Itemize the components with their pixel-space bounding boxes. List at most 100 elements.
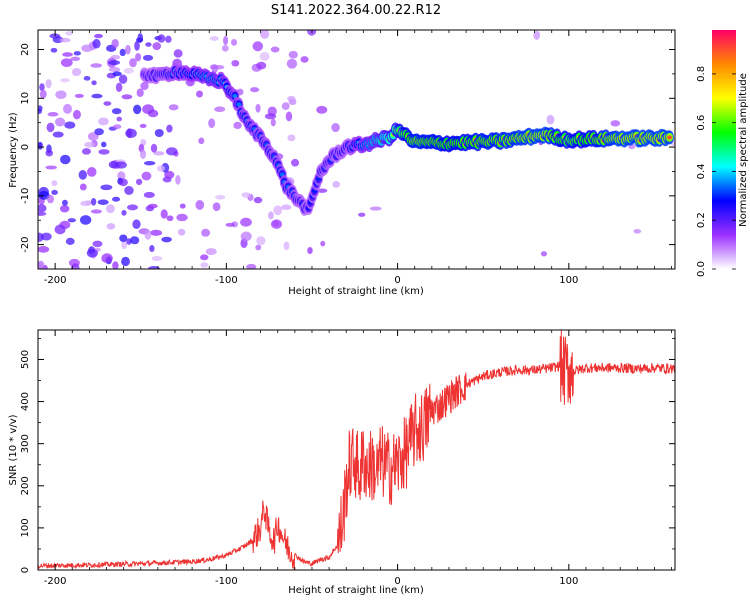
spectrogram-cell (83, 75, 91, 81)
spectrogram-cell (39, 89, 47, 99)
spectrogram-cell (140, 81, 149, 91)
spectrogram-y-ticks: -20 -10 0 10 20 (20, 43, 675, 270)
spectrogram-cell (100, 141, 107, 148)
spectrogram-cell (139, 149, 147, 160)
spectrogram-cell (38, 211, 47, 216)
spectrogram-cell (300, 56, 309, 63)
spectrogram-cell (136, 88, 144, 98)
spectrogram-cell (151, 256, 163, 261)
spectrogram-cell (119, 234, 128, 242)
snr-x-tick-label: 100 (559, 576, 578, 587)
spectrogram-cell (38, 204, 47, 213)
spectrogram-cell (143, 191, 155, 199)
colorbar-tick-label: 0.8 (696, 66, 707, 82)
spectrogram-cell (38, 141, 43, 150)
spectrogram-cell (286, 58, 298, 69)
spectrogram-cell (143, 160, 156, 166)
spectrogram-cell (253, 196, 263, 204)
spectrogram-cell (200, 262, 209, 268)
spectrogram-cell (166, 215, 174, 222)
spectrogram-cell (73, 109, 81, 120)
spectrogram-cell (307, 246, 313, 255)
spectrogram-cell (62, 52, 73, 57)
spectrogram-cell (108, 60, 121, 66)
spectrogram-cell (165, 147, 178, 156)
spectrogram-cell (121, 239, 128, 250)
spectrogram-cell (358, 212, 366, 217)
spectrogram-cell (177, 228, 186, 236)
spectrogram-cell (91, 93, 103, 99)
spectrogram-y-tick-label: 20 (20, 43, 31, 56)
colorbar-tick-label: 0.0 (696, 261, 707, 277)
spectrogram-cell (231, 59, 240, 67)
spectrogram-cell (134, 40, 140, 51)
spectrogram-cell (291, 158, 300, 167)
spectrogram-cell (533, 30, 541, 40)
spectrogram-cell (141, 171, 152, 181)
spectrogram-cell (92, 38, 101, 49)
spectrogram-cell (281, 102, 290, 111)
spectrogram-cell (270, 46, 280, 53)
spectrogram-y-label: Frequency (Hz) (8, 112, 19, 188)
spectrogram-x-tick-label: 0 (394, 275, 400, 286)
spectrogram-cell (195, 90, 204, 98)
spectrogram-cell (52, 131, 64, 138)
spectrogram-cell (92, 240, 103, 248)
spectrogram-cell (121, 256, 130, 267)
spectrogram-cell (81, 148, 92, 155)
spectrogram-cell (145, 42, 152, 47)
spectrogram-cell (225, 222, 235, 227)
spectrogram-cell (111, 38, 119, 49)
spectrogram-cell (54, 224, 66, 235)
spectrogram-cell (108, 160, 119, 169)
spectrogram-cell (252, 41, 264, 52)
spectrogram-cell (71, 263, 80, 269)
spectrogram-cell (65, 31, 73, 36)
spectrogram-cell (211, 64, 219, 73)
spectrogram-cell (176, 213, 188, 222)
spectrogram-cell (103, 101, 112, 106)
spectrogram-cell (157, 34, 166, 43)
spectrogram-cell (162, 176, 172, 183)
spectrogram-cell (47, 112, 59, 117)
spectrogram-cell (51, 180, 58, 187)
spectrogram-cell (201, 228, 211, 237)
spectrogram-cell (233, 121, 242, 130)
spectrogram-cell (255, 103, 261, 113)
spectrogram-cell (259, 51, 270, 61)
spectrogram-cell (38, 105, 43, 112)
spectrogram-cell (73, 51, 81, 56)
spectrogram-cell (129, 236, 140, 245)
spectrogram-cell (546, 114, 555, 125)
spectrogram-cell (281, 204, 292, 211)
colorbar-tick-label: 0.6 (696, 115, 707, 131)
spectrogram-cell (150, 229, 163, 236)
spectrogram-cell (633, 228, 642, 234)
spectrogram-cell (223, 35, 229, 46)
spectrogram-cell (91, 80, 97, 86)
spectrogram-cell (127, 204, 138, 211)
spectrogram-cell (240, 217, 252, 227)
colorbar-tick-label: 0.4 (696, 163, 707, 179)
spectrogram-cell (168, 104, 179, 111)
spectrogram-cell (118, 178, 128, 187)
spectrogram-cell (94, 33, 103, 39)
spectrogram-cell (80, 200, 92, 207)
spectrogram-cell (210, 36, 219, 41)
spectrogram-cell (60, 154, 71, 165)
spectrogram-cell (125, 44, 131, 55)
spectrogram-cell (139, 123, 147, 128)
snr-y-tick-label: 200 (20, 476, 31, 495)
spectrogram-cell (86, 167, 97, 177)
spectrogram-cell (79, 183, 87, 191)
spectrogram-cell (59, 37, 71, 43)
spectrogram-cell (287, 95, 296, 102)
spectrogram-cell (71, 67, 82, 77)
spectrogram-cell (150, 143, 158, 153)
spectrogram-cell (135, 37, 144, 43)
spectrogram-cell (97, 199, 109, 206)
spectrogram-cell (105, 204, 115, 214)
spectrogram-cell (320, 240, 326, 247)
spectrogram-cell (148, 266, 160, 269)
